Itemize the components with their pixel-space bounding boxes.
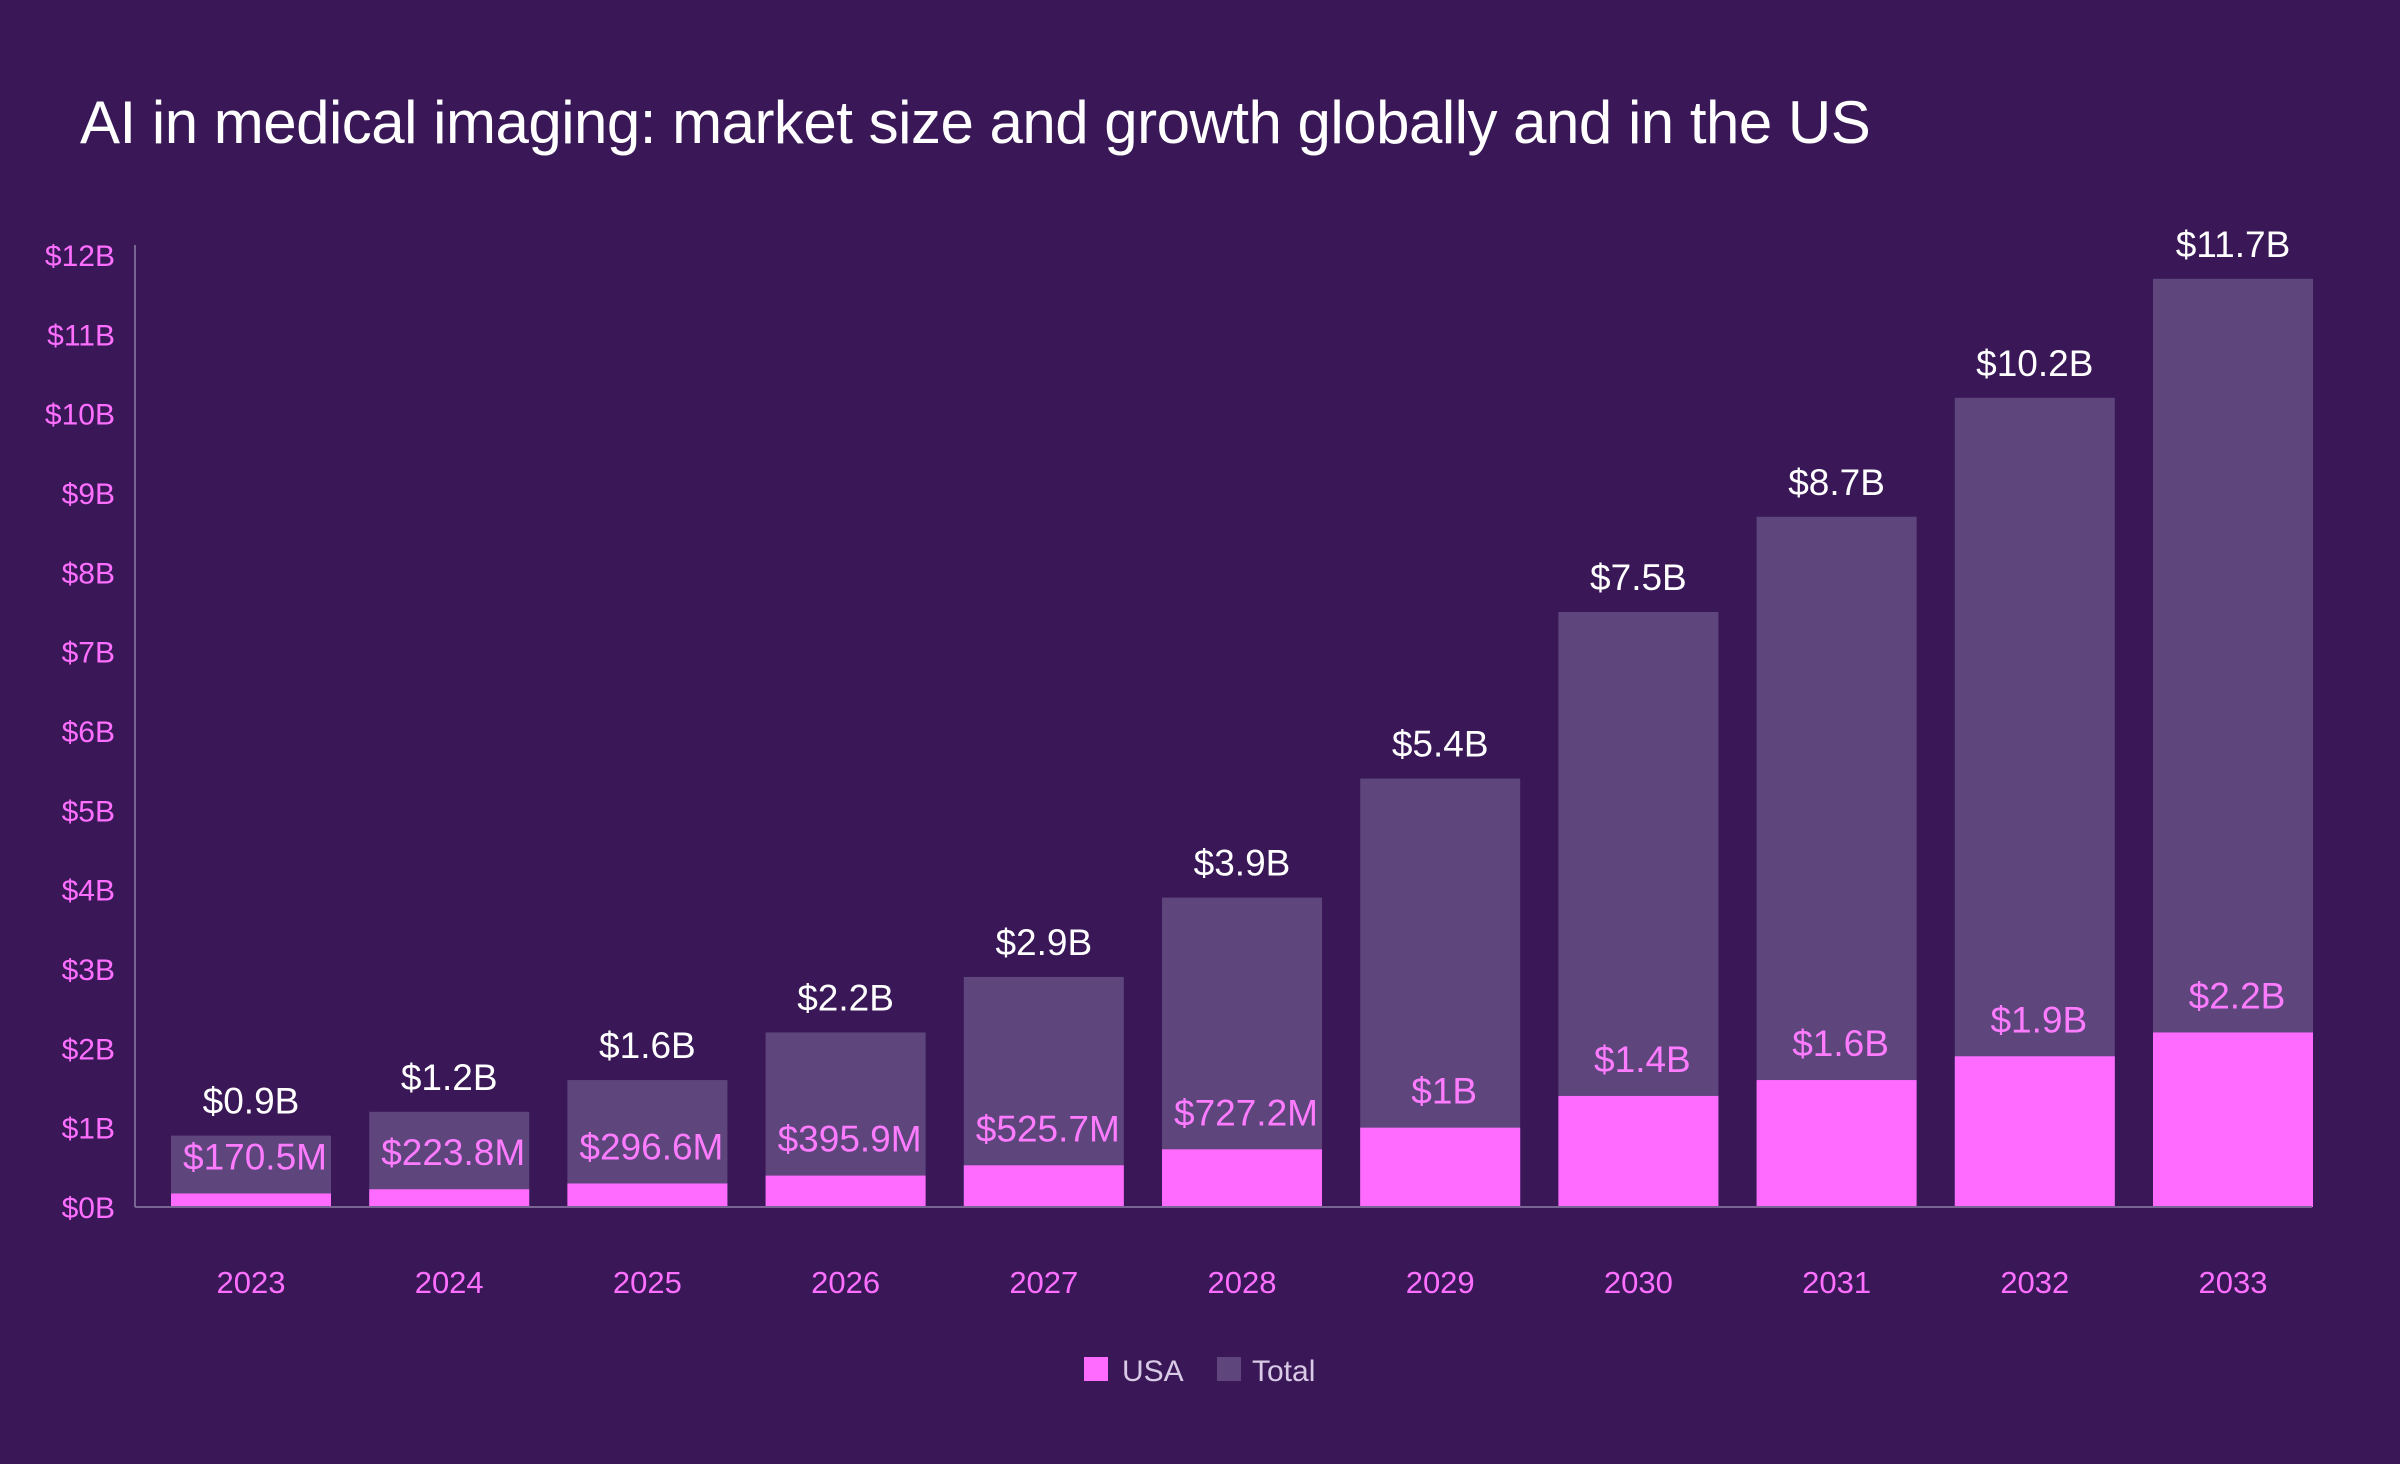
legend-label: USA: [1122, 1355, 1184, 1388]
usa-value-label: $727.2M: [1174, 1092, 1318, 1133]
usa-value-label: $1B: [1411, 1071, 1477, 1112]
y-tick-label: $10B: [45, 399, 115, 432]
y-tick-label: $3B: [62, 954, 115, 987]
bar-group-2028: $3.9B $727.2M: [1162, 843, 1322, 1207]
bar-usa-2025: [567, 1183, 728, 1207]
x-tick-label: 2029: [1406, 1265, 1475, 1300]
usa-value-label: $296.6M: [579, 1126, 723, 1167]
bar-usa-2029: [1360, 1127, 1521, 1207]
legend-swatch: [1217, 1357, 1241, 1381]
legend-item-usa: USA: [1084, 1355, 1184, 1388]
bar-group-2027: $2.9B $525.7M: [963, 922, 1124, 1207]
x-axis: 2023 2024 2025 2026 2027 2028 2029 2030 2031 2032…: [135, 1206, 2312, 1300]
y-tick-label: $5B: [62, 795, 115, 828]
x-tick-label: 2026: [811, 1265, 880, 1300]
bar-group-2032: $10.2B $1.9B: [1954, 343, 2115, 1207]
y-tick-label: $2B: [62, 1033, 115, 1066]
total-value-label: $7.5B: [1590, 557, 1687, 598]
x-tick-label: 2032: [2000, 1265, 2069, 1300]
total-value-label: $1.6B: [599, 1025, 696, 1066]
chart-title: AI in medical imaging: market size and g…: [80, 89, 1871, 156]
bar-usa-2024: [369, 1189, 530, 1207]
legend-item-total: Total: [1217, 1355, 1315, 1388]
bar-group-2025: $1.6B $296.6M: [567, 1025, 728, 1207]
total-value-label: $3.9B: [1194, 843, 1291, 884]
total-value-label: $2.2B: [797, 977, 894, 1018]
bar-group-2026: $2.2B $395.9M: [765, 977, 926, 1207]
bar-usa-2030: [1558, 1095, 1719, 1207]
total-value-label: $0.9B: [203, 1081, 300, 1122]
bar-group-2024: $1.2B $223.8M: [369, 1057, 530, 1207]
y-tick-label: $1B: [62, 1113, 115, 1146]
usa-value-label: $1.6B: [1792, 1023, 1889, 1064]
usa-value-label: $223.8M: [381, 1132, 525, 1173]
x-tick-label: 2028: [1208, 1265, 1277, 1300]
bar-group-2033: $11.7B $2.2B: [2153, 224, 2313, 1207]
y-tick-label: $7B: [62, 637, 115, 670]
bar-group-2030: $7.5B $1.4B: [1558, 557, 1719, 1207]
total-value-label: $2.9B: [995, 922, 1092, 963]
x-tick-label: 2033: [2199, 1265, 2268, 1300]
bar-usa-2032: [1954, 1056, 2115, 1207]
bar-usa-2023: [171, 1193, 331, 1207]
total-value-label: $11.7B: [2176, 224, 2291, 265]
x-tick-label: 2023: [217, 1265, 286, 1300]
x-tick-label: 2025: [613, 1265, 682, 1300]
bar-group-2031: $8.7B $1.6B: [1756, 462, 1917, 1207]
total-value-label: $5.4B: [1392, 724, 1489, 765]
bar-usa-2026: [765, 1175, 926, 1207]
legend: USA Total: [1084, 1355, 1315, 1388]
bar-usa-2028: [1162, 1149, 1322, 1207]
y-tick-label: $6B: [62, 716, 115, 749]
y-tick-label: $12B: [45, 240, 115, 273]
usa-value-label: $525.7M: [976, 1108, 1120, 1149]
total-value-label: $1.2B: [401, 1057, 498, 1098]
legend-swatch: [1084, 1357, 1108, 1381]
usa-value-label: $395.9M: [778, 1119, 922, 1160]
usa-value-label: $170.5M: [183, 1136, 327, 1177]
usa-value-label: $1.9B: [1990, 999, 2087, 1040]
x-tick-label: 2024: [415, 1265, 484, 1300]
x-tick-label: 2027: [1009, 1265, 1078, 1300]
y-axis: $0B $1B $2B $3B $4B $5B $6B $7B $8B $9B $10B $11B $1…: [45, 240, 136, 1225]
x-tick-label: 2031: [1802, 1265, 1871, 1300]
y-tick-label: $0B: [62, 1192, 115, 1225]
usa-value-label: $2.2B: [2189, 975, 2286, 1016]
y-tick-label: $9B: [62, 478, 115, 511]
bar-usa-2027: [963, 1165, 1124, 1207]
usa-value-label: $1.4B: [1594, 1039, 1691, 1080]
y-tick-label: $4B: [62, 875, 115, 908]
bar-group-2023: $0.9B $170.5M: [171, 1081, 331, 1207]
x-tick-label: 2030: [1604, 1265, 1673, 1300]
total-value-label: $8.7B: [1788, 462, 1885, 503]
bar-usa-2033: [2153, 1032, 2313, 1207]
bars: $0.9B $170.5M $1.2B $223.8M $1.6B $296.6M $2.2…: [171, 224, 2313, 1207]
y-tick-label: $11B: [47, 319, 115, 352]
bar-usa-2031: [1756, 1080, 1917, 1207]
total-value-label: $10.2B: [1976, 343, 2093, 384]
bar-group-2029: $5.4B $1B: [1360, 724, 1521, 1207]
legend-label: Total: [1252, 1355, 1315, 1388]
y-tick-label: $8B: [62, 557, 115, 590]
